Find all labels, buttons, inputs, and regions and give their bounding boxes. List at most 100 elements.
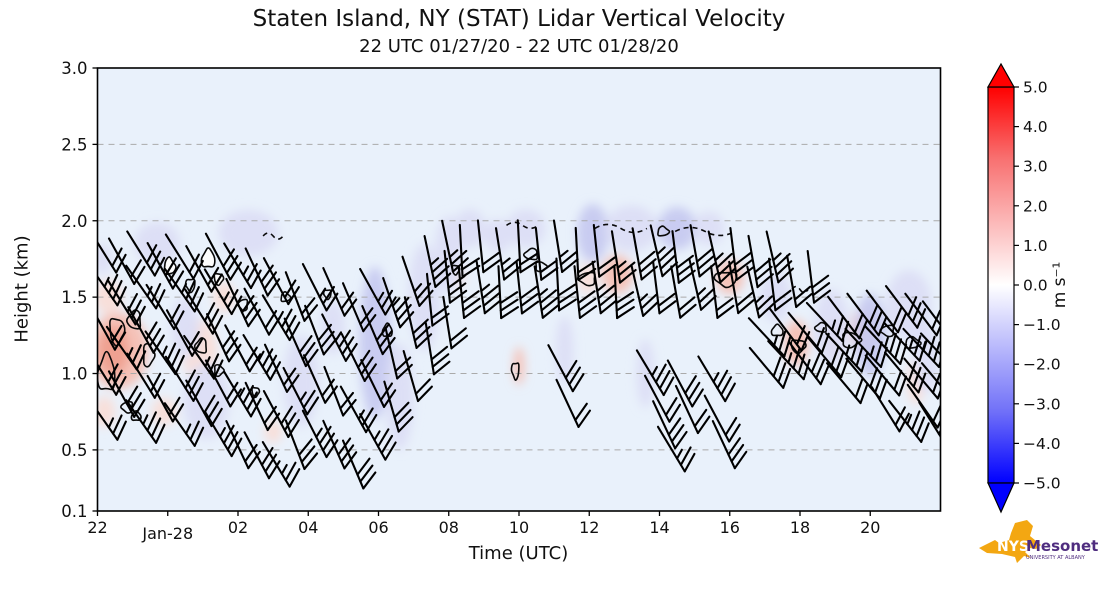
y-tick-label: 3.0 <box>61 59 87 78</box>
barb-half-feather <box>596 283 607 292</box>
barb-feather <box>500 306 520 320</box>
barb-feather <box>733 251 752 266</box>
barb-feather <box>356 457 371 476</box>
barb-feather <box>245 346 258 366</box>
barb-feather <box>395 408 412 426</box>
contour-dashed <box>674 226 736 237</box>
barb-feather <box>728 423 741 443</box>
barb-feather <box>337 437 352 456</box>
barb-feather <box>113 331 127 351</box>
shade-patch <box>97 243 112 275</box>
barb-feather <box>265 354 278 375</box>
barb-half-feather <box>480 283 491 292</box>
barb-feather <box>322 337 338 356</box>
barb-half-feather <box>696 287 707 297</box>
barb-feather <box>564 359 578 379</box>
barb-half-feather <box>773 334 779 347</box>
colorbar-bottom-arrow <box>987 482 1015 514</box>
barb-feather <box>910 410 921 432</box>
barb-feather <box>242 384 254 405</box>
barb-feather <box>244 443 258 463</box>
barb-feather <box>207 308 220 329</box>
barb-half-feather <box>772 252 782 262</box>
barb-feather <box>879 346 888 368</box>
shade-patch <box>454 209 486 248</box>
shade-patch <box>218 210 279 256</box>
barb-feather <box>599 299 618 315</box>
barb-feather <box>283 412 297 432</box>
x-tick-label: 22 <box>87 518 107 537</box>
shade-patch <box>576 203 609 263</box>
barb-feather <box>935 323 941 337</box>
barb-feather <box>561 258 579 273</box>
colorbar-tick-label: −3.0 <box>1023 395 1061 413</box>
barb-feather <box>662 376 675 397</box>
barb-feather <box>896 312 907 334</box>
barb-feather <box>267 460 281 480</box>
x-tick-label: 04 <box>298 518 318 537</box>
barb-feather <box>282 367 297 387</box>
barb-feather <box>946 373 953 392</box>
barb-feather <box>637 250 656 266</box>
barb-feather <box>642 301 659 317</box>
barb-feather <box>859 383 869 405</box>
barb-feather <box>773 289 792 304</box>
barb-feather <box>917 372 927 394</box>
barb-half-feather <box>616 260 627 269</box>
barb-feather <box>249 269 262 290</box>
barb-feather <box>115 253 127 274</box>
barb-feather <box>577 290 596 305</box>
barb-feather <box>810 352 821 374</box>
barb-feather <box>734 259 753 274</box>
barb-feather <box>683 452 696 473</box>
barb-feather <box>287 286 300 306</box>
barb-feather <box>135 350 147 371</box>
barb-feather <box>873 309 884 331</box>
barb-half-feather <box>675 448 683 460</box>
barb-feather <box>448 289 468 304</box>
barb-half-feather <box>787 352 793 364</box>
barb-staff <box>919 332 941 356</box>
barb-feather <box>753 258 772 274</box>
barb-feather <box>519 285 538 300</box>
barb-feather <box>384 441 397 461</box>
barb-feather <box>148 327 162 348</box>
barb-feather <box>819 364 830 386</box>
barb-half-feather <box>377 291 385 303</box>
barb-half-feather <box>142 414 149 426</box>
barb-feather <box>150 417 162 438</box>
barb-feather <box>792 348 801 370</box>
barb-feather <box>339 391 355 410</box>
barb-feather <box>115 376 127 396</box>
barb-feather <box>451 257 469 273</box>
barb-feather <box>936 388 941 400</box>
barb-feather <box>280 308 293 329</box>
logo-mesonet-text: Mesonet <box>1026 537 1098 555</box>
colorbar-tick-label: 2.0 <box>1023 197 1048 215</box>
barb-feather <box>820 332 830 354</box>
barb-feather <box>210 273 223 293</box>
barb-feather <box>362 471 377 490</box>
barb-feather <box>574 402 588 422</box>
barb-feather <box>674 430 688 450</box>
barb-feather <box>520 293 539 307</box>
ny-state-shape <box>979 520 1041 563</box>
x-tick-label: 02 <box>228 518 248 537</box>
barb-feather <box>210 407 223 428</box>
barb-feather <box>399 311 415 329</box>
barb-half-feather <box>922 339 928 352</box>
barb-feather <box>858 318 869 340</box>
barb-feather <box>212 359 224 380</box>
shade-patch <box>759 272 792 322</box>
barb-feather <box>577 409 592 428</box>
barb-feather <box>110 324 123 345</box>
barb-feather <box>719 267 737 284</box>
barb-half-feather <box>161 345 168 357</box>
shade-patch <box>605 205 658 252</box>
contour-dashed <box>791 285 809 294</box>
barb-feather <box>340 444 355 463</box>
contour-dashed <box>262 232 284 240</box>
shade-patch <box>134 222 181 266</box>
barb-feather <box>951 347 957 366</box>
